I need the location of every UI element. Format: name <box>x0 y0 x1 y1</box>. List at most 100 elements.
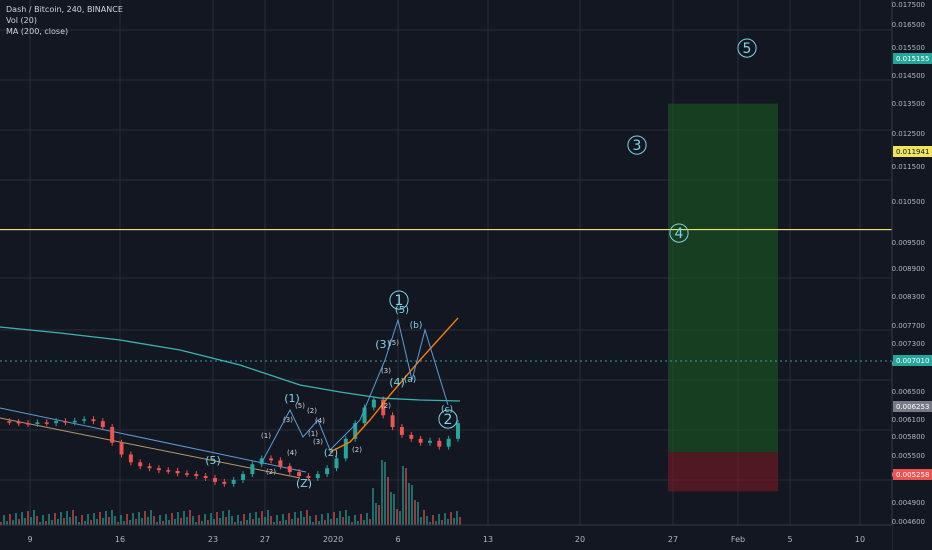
wave-label: (5) <box>205 454 221 467</box>
candle-body <box>16 421 21 424</box>
loss-zone[interactable] <box>668 452 778 492</box>
volume-bar <box>93 513 95 525</box>
price-marker[interactable] <box>893 355 932 366</box>
trend-line-lower[interactable] <box>0 417 301 479</box>
time-tick: 23 <box>208 535 218 544</box>
candle-body <box>166 470 171 472</box>
price-tick: 0.007300 <box>892 340 925 348</box>
volume-bar <box>147 517 149 525</box>
volume-bar <box>432 515 434 525</box>
volume-bar <box>357 521 359 525</box>
volume-bar <box>45 521 47 525</box>
volume-bar <box>105 511 107 525</box>
volume-bar <box>300 511 302 525</box>
volume-bar <box>90 520 92 525</box>
price-axis-bg <box>892 0 932 550</box>
volume-bar <box>459 517 461 525</box>
candle-body <box>427 440 432 443</box>
candle-body <box>456 423 460 439</box>
moving-average-line[interactable] <box>0 326 461 402</box>
volume-bar <box>282 514 284 525</box>
candle-body <box>35 422 40 424</box>
volume-bar <box>333 512 335 525</box>
volume-bar <box>246 520 248 525</box>
price-marker[interactable] <box>893 146 932 157</box>
symbol-title[interactable]: Dash / Bitcoin, 240, BINANCE <box>6 5 123 14</box>
price-marker-label: 0.005258 <box>896 471 929 479</box>
volume-bar <box>447 519 449 525</box>
volume-bar <box>96 519 98 525</box>
candle-body <box>381 399 386 416</box>
wave-circle <box>627 135 647 155</box>
volume-bar <box>114 516 116 525</box>
volume-bar <box>255 512 257 525</box>
candle-body <box>409 434 414 439</box>
sub-wave-label: (2) <box>266 468 276 476</box>
price-tick: 0.008900 <box>892 265 925 273</box>
volume-indicator-label[interactable]: Vol (20) <box>6 16 37 25</box>
volume-bar <box>393 494 395 525</box>
price-tick: 0.005500 <box>892 452 925 460</box>
candle-body <box>44 422 49 424</box>
candle-body <box>100 421 105 428</box>
volume-bar <box>24 518 26 525</box>
candle-body <box>72 420 77 423</box>
profit-zone[interactable] <box>668 103 778 453</box>
volume-bar <box>360 514 362 525</box>
sub-wave-label: (1) <box>261 432 271 440</box>
volume-bar <box>39 522 41 525</box>
price-tick: 0.011500 <box>892 163 925 171</box>
volume-bar <box>417 502 419 525</box>
volume-bar <box>204 514 206 525</box>
volume-bar <box>375 503 377 525</box>
wave-circle <box>669 223 689 243</box>
volume-bar <box>51 520 53 525</box>
ma-indicator-label[interactable]: MA (200, close) <box>6 27 69 36</box>
volume-bar <box>399 511 401 525</box>
price-tick: 0.014500 <box>892 72 925 80</box>
trend-line-upper[interactable] <box>0 407 307 473</box>
volume-bar <box>75 516 77 525</box>
wave-zigzag[interactable] <box>261 318 449 463</box>
volume-bar <box>198 515 200 525</box>
volume-bar <box>444 513 446 525</box>
volume-bar <box>453 518 455 525</box>
candle-body <box>222 481 227 484</box>
sub-wave-label: (1) <box>308 430 318 438</box>
price-marker-label: 0.007010 <box>896 357 929 365</box>
price-marker[interactable] <box>893 469 932 480</box>
price-marker[interactable] <box>893 401 932 412</box>
volume-bar <box>267 510 269 525</box>
volume-bar <box>18 519 20 525</box>
volume-bar <box>396 509 398 525</box>
price-marker[interactable] <box>893 53 932 64</box>
volume-bar <box>135 519 137 525</box>
volume-bar <box>186 517 188 525</box>
price-tick: 0.006100 <box>892 416 925 424</box>
sub-wave-label: (5) <box>295 402 305 410</box>
time-tick: Feb <box>731 535 745 544</box>
chart-legend: Dash / Bitcoin, 240, BINANCE Vol (20) MA… <box>6 4 123 37</box>
volume-bar <box>372 488 374 525</box>
volume-bar <box>57 519 59 525</box>
volume-bar <box>132 513 134 525</box>
volume-bar <box>405 468 407 525</box>
candle-body <box>175 470 180 474</box>
volume-bar <box>42 515 44 525</box>
volume-bar <box>426 516 428 525</box>
candle-body <box>437 440 442 447</box>
ma-projection-line <box>329 317 459 453</box>
volume-bar <box>315 515 317 525</box>
volume-bar <box>189 510 191 525</box>
volume-bar <box>336 518 338 525</box>
volume-bar <box>33 510 35 525</box>
volume-bar <box>273 522 275 525</box>
sub-wave-label: (2) <box>307 407 317 415</box>
volume-bar <box>411 485 413 525</box>
price-marker-label: 0.015155 <box>896 55 929 63</box>
candle-body <box>418 438 423 443</box>
volume-bar <box>99 512 101 525</box>
volume-bar <box>0 522 2 525</box>
